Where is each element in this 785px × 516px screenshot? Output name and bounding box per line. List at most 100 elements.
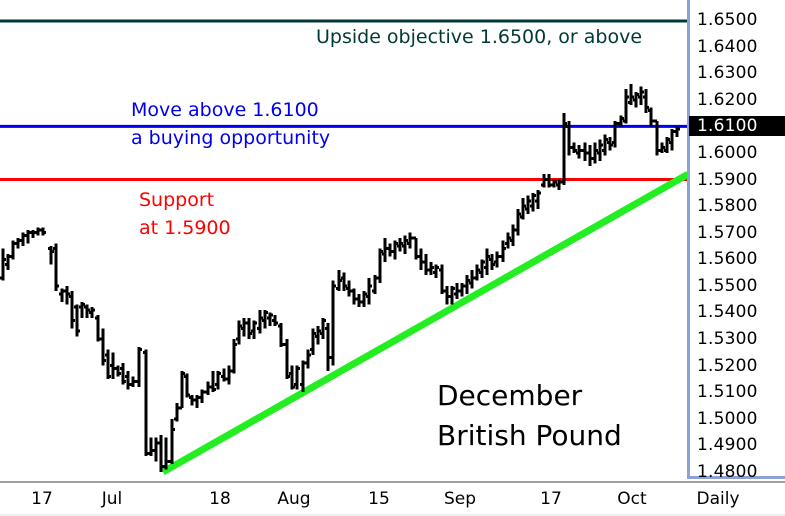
price-tick: 1.6500 — [697, 10, 758, 30]
price-tick: 1.5300 — [697, 329, 758, 350]
ohlc-bar — [120, 362, 126, 385]
ohlc-bar — [64, 285, 70, 305]
horizontal-level-lines — [0, 19, 688, 182]
time-axis-line — [0, 481, 785, 483]
ohlc-bar — [130, 376, 136, 387]
ohlc-bar — [48, 246, 54, 265]
ohlc-bar — [284, 339, 290, 379]
time-tick: 17 — [540, 489, 562, 509]
ohlc-bar — [607, 136, 613, 151]
ohlc-bar — [618, 115, 624, 127]
ohlc-bar — [305, 349, 311, 369]
ohlc-bar — [346, 280, 352, 297]
ohlc-bar — [407, 232, 413, 249]
time-tick: 15 — [368, 489, 390, 509]
time-tick: 18 — [209, 489, 231, 509]
ohlc-bar — [210, 370, 216, 393]
ohlc-bar — [449, 285, 455, 305]
plot-area — [0, 19, 688, 476]
ohlc-bar — [136, 347, 142, 387]
ohlc-bar — [520, 198, 526, 220]
ohlc-bar — [494, 251, 500, 268]
price-tick: 1.5800 — [697, 196, 758, 217]
ohlc-bar — [169, 418, 175, 465]
ohlc-bar — [602, 134, 608, 156]
ohlc-bar — [215, 370, 221, 390]
ohlc-bar — [525, 195, 531, 215]
ohlc-bar — [633, 91, 639, 108]
ohlc-bar — [659, 142, 665, 153]
price-tick: 1.5500 — [697, 275, 758, 296]
ohlc-bar — [294, 365, 300, 390]
ohlc-bar — [361, 291, 367, 308]
ohlc-bar — [320, 317, 326, 340]
ohlc-bar — [115, 365, 121, 377]
ohlc-bar — [366, 277, 372, 305]
ohlc-bar — [423, 253, 429, 276]
ohlc-bar — [505, 232, 511, 249]
ohlc-bar — [341, 272, 347, 292]
ohlc-bar — [74, 304, 80, 337]
time-tick: 17 — [31, 489, 53, 509]
ohlc-bar — [648, 107, 654, 127]
ohlc-bar — [397, 238, 403, 252]
ohlc-bar — [315, 325, 321, 345]
ohlc-bar — [638, 86, 644, 106]
ohlc-bar — [262, 309, 268, 329]
ohlc-bar — [484, 248, 490, 276]
ohlc-bar — [184, 373, 190, 398]
ohlc-bar — [402, 235, 408, 254]
support-label-line2: at 1.5900 — [139, 217, 231, 239]
ohlc-bar — [226, 365, 232, 385]
ohlc-bar — [267, 312, 273, 326]
ohlc-bar — [561, 113, 567, 185]
ohlc-bar — [246, 317, 252, 340]
price-tick: 1.4800 — [697, 462, 758, 482]
price-tick: 1.6200 — [697, 89, 758, 110]
chart-title-line1: December — [437, 379, 583, 412]
ohlc-bar — [84, 304, 90, 318]
ohlc-bar — [500, 240, 506, 262]
price-tick: 1.6400 — [697, 36, 758, 57]
price-tick: 1.5400 — [697, 302, 758, 323]
ohlc-bar — [105, 349, 111, 379]
ohlc-bar — [351, 288, 357, 305]
ohlc-bar — [100, 328, 106, 366]
ohlc-bar — [643, 89, 649, 114]
ohlc-bar — [664, 136, 670, 153]
ohlc-bar — [199, 389, 205, 403]
time-tick: Sep — [443, 489, 477, 509]
ohlc-bar — [474, 264, 480, 281]
ohlc-bar — [628, 83, 634, 106]
ohlc-bar — [53, 243, 59, 292]
price-tick: 1.6100 — [689, 116, 785, 137]
ohlc-bar — [576, 144, 582, 159]
ohlc-bar — [174, 402, 180, 422]
ohlc-bar — [236, 320, 242, 345]
time-tick: Oct — [617, 489, 647, 509]
objective-label: Upside objective 1.6500, or above — [316, 26, 643, 48]
ohlc-bar — [510, 224, 516, 246]
price-tick: 1.5200 — [697, 355, 758, 376]
price-tick: 1.6000 — [697, 142, 758, 163]
price-tick: 1.5000 — [697, 408, 758, 429]
ohlc-bar — [418, 248, 424, 270]
price-axis-panel — [687, 0, 785, 479]
ohlc-bar — [0, 248, 6, 281]
ohlc-bar — [163, 437, 169, 470]
ohlc-bar — [674, 126, 680, 137]
ohlc-bar — [587, 144, 593, 167]
ohlc-bar — [530, 192, 536, 212]
ohlc-bar — [479, 259, 485, 278]
ohlc-bar — [231, 339, 237, 374]
frequency-label: Daily — [696, 489, 740, 509]
ohlc-bar — [535, 190, 541, 209]
ohlc-bar — [571, 142, 577, 153]
ohlc-bar — [153, 437, 159, 462]
ohlc-bar — [464, 275, 470, 294]
ohlc-bar — [143, 349, 149, 457]
ohlc-bar — [289, 365, 295, 390]
ohlc-bar — [272, 315, 278, 326]
uptrend-line — [161, 171, 688, 476]
